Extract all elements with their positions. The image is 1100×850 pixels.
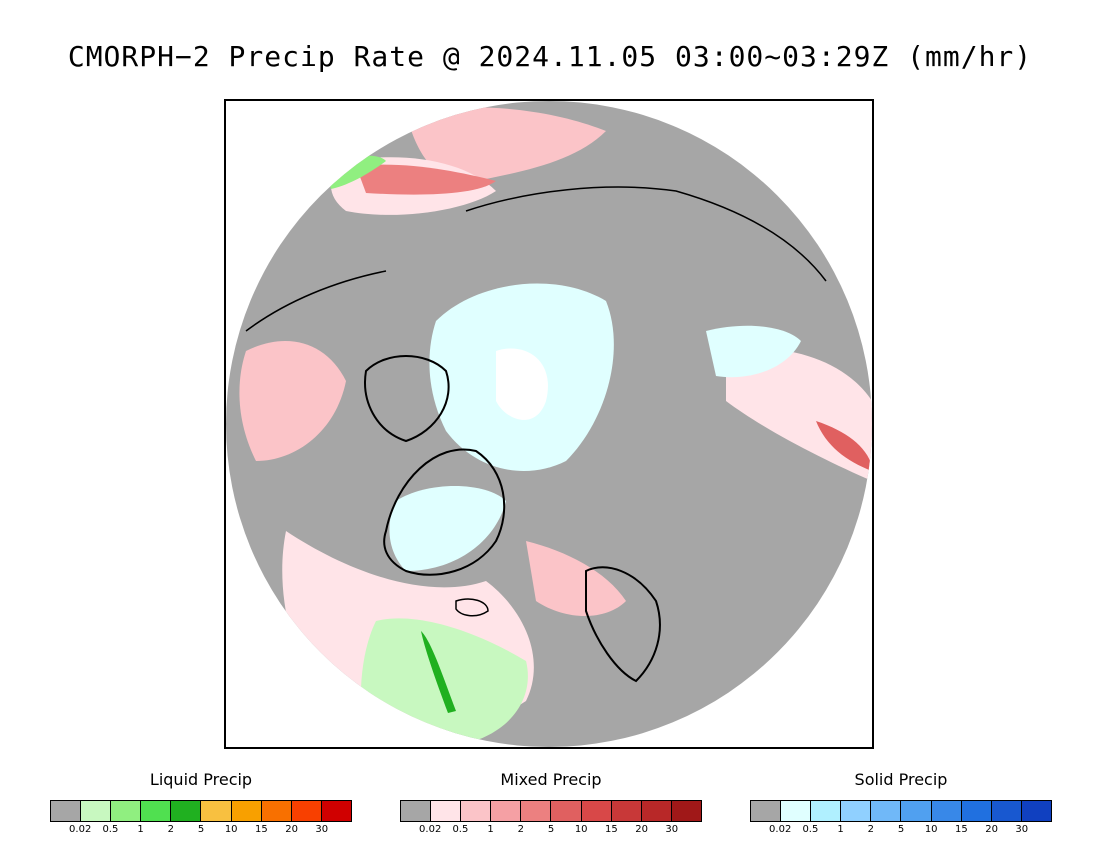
legend-tick-label: 1 [487,824,494,835]
legend-swatch [491,801,522,821]
legend-tick-label: 2 [167,824,174,835]
legend-swatch [261,801,292,821]
legend-swatch [581,801,612,821]
coastline-canadian-archipelago [364,355,450,443]
legend-tick-label: 0.02 [69,824,92,835]
mixed-precip-band-east [816,421,872,471]
legend-tick-label: 15 [605,824,618,835]
legend-tick-label: 20 [285,824,298,835]
coastline-siberia [465,186,827,282]
legend-tick-label: 1 [837,824,844,835]
legend-ticks: 0.02 0.5 1 2 5 10 15 20 30 [400,824,702,838]
legend-swatch [431,801,462,821]
mixed-precip-band-bering [356,164,496,195]
legend-swatch [841,801,872,821]
coastline-north-america [245,270,387,332]
liquid-precip-streak-atlantic [421,631,456,713]
legend-swatches [50,800,352,822]
legend-swatch [111,801,142,821]
legend-swatch [751,801,782,821]
legend-tick-label: 10 [924,824,938,835]
legend-swatch [141,801,172,821]
legend-swatch [961,801,992,821]
legend-swatch [521,801,552,821]
legend-tick-label: 5 [547,824,555,835]
legend-title: Mixed Precip [500,770,602,789]
coastline-greenland [383,448,506,576]
polar-precip-map [226,101,872,747]
coastline-iceland [455,598,489,617]
legend-ticks: 0.02 0.5 1 2 5 10 15 20 30 [50,824,352,838]
legend-swatch [1021,801,1051,821]
legend-swatch [81,801,112,821]
legend-ticks: 0.02 0.5 1 2 5 10 15 20 30 [750,824,1052,838]
legend-tick-label: 20 [985,824,998,835]
legend-tick-label: 0.5 [452,824,469,835]
legend-swatch [931,801,962,821]
legend-swatch [291,801,322,821]
legend-tick-label: 30 [665,824,679,835]
legend-tick-label: 10 [224,824,238,835]
legend-swatch [901,801,932,821]
legend-tick-label: 2 [517,824,524,835]
mixed-precip-area-canada-west [239,341,346,461]
solid-precip-area-greenland [389,486,506,571]
legend-tick-label: 5 [897,824,905,835]
legend-tick-label: 30 [315,824,329,835]
legend-liquid-precip: Liquid Precip 0.02 0.5 1 2 5 10 15 20 30 [50,770,352,838]
legend-swatch [991,801,1022,821]
legend-swatch [401,801,432,821]
map-title: CMORPH−2 Precip Rate @ 2024.11.05 03:00~… [67,40,1033,73]
legend-tick-label: 15 [955,824,968,835]
legend-mixed-precip: Mixed Precip 0.02 0.5 1 2 5 10 15 20 30 [400,770,702,838]
legend-swatch [51,801,82,821]
legend-swatch [171,801,202,821]
legend-tick-label: 10 [574,824,588,835]
snow-free-core [496,348,548,420]
mixed-precip-area-siberia [406,107,606,183]
map-panel [224,99,874,749]
legend-swatches [400,800,702,822]
legend-tick-label: 30 [1015,824,1029,835]
legend-swatch [611,801,642,821]
legend-tick-label: 0.5 [102,824,119,835]
coastline-scandinavia [585,566,661,683]
legend-swatch [671,801,701,821]
legend-tick-label: 0.02 [419,824,442,835]
legend-swatch [201,801,232,821]
legend-swatches [750,800,1052,822]
legend-tick-label: 15 [255,824,268,835]
legend-solid-precip: Solid Precip 0.02 0.5 1 2 5 10 15 20 30 [750,770,1052,838]
legend-title: Solid Precip [854,770,948,789]
legend-title: Liquid Precip [149,770,253,789]
legend-swatch [641,801,672,821]
legend-swatch [231,801,262,821]
legend-tick-label: 2 [867,824,874,835]
legend-tick-label: 1 [137,824,144,835]
legend-tick-label: 20 [635,824,648,835]
legend-swatch [321,801,351,821]
legend-swatch [871,801,902,821]
solid-precip-area-east [706,325,801,378]
legend-tick-label: 5 [197,824,205,835]
legend-swatch [551,801,582,821]
legend-tick-label: 0.5 [802,824,819,835]
legend-swatch [461,801,492,821]
legend-swatch [811,801,842,821]
mixed-precip-area-norway [526,541,626,616]
legend-tick-label: 0.02 [769,824,792,835]
legend-swatch [781,801,812,821]
